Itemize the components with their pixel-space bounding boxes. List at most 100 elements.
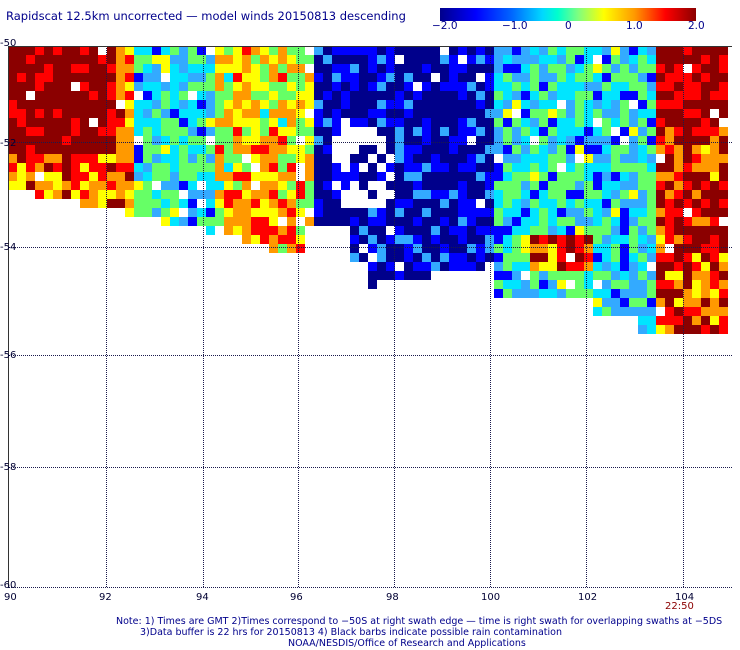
wind-cell: [251, 136, 260, 145]
wind-cell: [656, 271, 665, 280]
wind-cell: [89, 55, 98, 64]
wind-cell: [161, 154, 170, 163]
wind-cell: [251, 118, 260, 127]
wind-cell: [710, 190, 719, 199]
wind-cell: [530, 181, 539, 190]
wind-cell: [269, 235, 278, 244]
wind-cell: [548, 289, 557, 298]
wind-cell: [647, 91, 656, 100]
wind-cell: [692, 163, 701, 172]
wind-cell: [386, 46, 395, 55]
wind-cell: [431, 154, 440, 163]
wind-cell: [206, 64, 215, 73]
wind-cell: [710, 226, 719, 235]
wind-cell: [485, 181, 494, 190]
wind-cell: [350, 82, 359, 91]
wind-cell: [233, 118, 242, 127]
wind-cell: [710, 118, 719, 127]
wind-cell: [548, 127, 557, 136]
wind-cell: [575, 199, 584, 208]
wind-cell: [602, 55, 611, 64]
wind-cell: [98, 181, 107, 190]
grid-line-lon: [394, 46, 395, 587]
wind-cell: [719, 127, 728, 136]
wind-cell: [584, 100, 593, 109]
wind-cell: [368, 172, 377, 181]
wind-cell: [701, 64, 710, 73]
wind-cell: [647, 163, 656, 172]
wind-cell: [584, 289, 593, 298]
wind-cell: [638, 145, 647, 154]
wind-cell: [575, 82, 584, 91]
wind-cell: [557, 91, 566, 100]
wind-cell: [35, 118, 44, 127]
wind-cell: [314, 127, 323, 136]
wind-cell: [215, 82, 224, 91]
wind-cell: [395, 244, 404, 253]
wind-cell: [251, 100, 260, 109]
wind-cell: [188, 217, 197, 226]
wind-cell: [143, 91, 152, 100]
wind-cell: [548, 136, 557, 145]
wind-cell: [503, 181, 512, 190]
wind-cell: [521, 127, 530, 136]
wind-cell: [620, 298, 629, 307]
wind-cell: [44, 118, 53, 127]
wind-cell: [242, 118, 251, 127]
wind-cell: [386, 118, 395, 127]
wind-cell: [278, 244, 287, 253]
wind-cell: [638, 136, 647, 145]
wind-cell: [719, 253, 728, 262]
wind-cell: [332, 127, 341, 136]
wind-cell: [647, 199, 656, 208]
wind-cell: [413, 64, 422, 73]
wind-cell: [35, 55, 44, 64]
wind-cell: [278, 199, 287, 208]
wind-cell: [341, 73, 350, 82]
wind-cell: [413, 55, 422, 64]
wind-cell: [440, 154, 449, 163]
wind-cell: [224, 172, 233, 181]
wind-cell: [125, 154, 134, 163]
wind-cell: [395, 163, 404, 172]
wind-cell: [260, 55, 269, 64]
wind-cell: [521, 190, 530, 199]
wind-cell: [602, 82, 611, 91]
wind-cell: [377, 154, 386, 163]
wind-cell: [206, 154, 215, 163]
wind-cell: [683, 199, 692, 208]
wind-cell: [368, 55, 377, 64]
wind-cell: [413, 181, 422, 190]
wind-cell: [458, 118, 467, 127]
wind-cell: [440, 127, 449, 136]
wind-cell: [305, 154, 314, 163]
wind-cell: [620, 100, 629, 109]
wind-cell: [134, 118, 143, 127]
wind-cell: [557, 172, 566, 181]
wind-cell: [692, 217, 701, 226]
wind-cell: [89, 82, 98, 91]
wind-cell: [17, 136, 26, 145]
wind-cell: [584, 55, 593, 64]
wind-cell: [296, 244, 305, 253]
wind-cell: [206, 172, 215, 181]
wind-cell: [251, 109, 260, 118]
wind-cell: [440, 226, 449, 235]
wind-cell: [296, 181, 305, 190]
wind-cell: [647, 46, 656, 55]
wind-cell: [548, 199, 557, 208]
wind-cell: [674, 316, 683, 325]
wind-cell: [386, 208, 395, 217]
wind-cell: [269, 208, 278, 217]
wind-cell: [692, 73, 701, 82]
wind-cell: [530, 208, 539, 217]
wind-cell: [107, 163, 116, 172]
wind-cell: [323, 109, 332, 118]
wind-cell: [683, 118, 692, 127]
wind-cell: [611, 64, 620, 73]
wind-cell: [674, 244, 683, 253]
wind-cell: [350, 55, 359, 64]
wind-cell: [683, 244, 692, 253]
wind-cell: [89, 154, 98, 163]
wind-cell: [386, 145, 395, 154]
